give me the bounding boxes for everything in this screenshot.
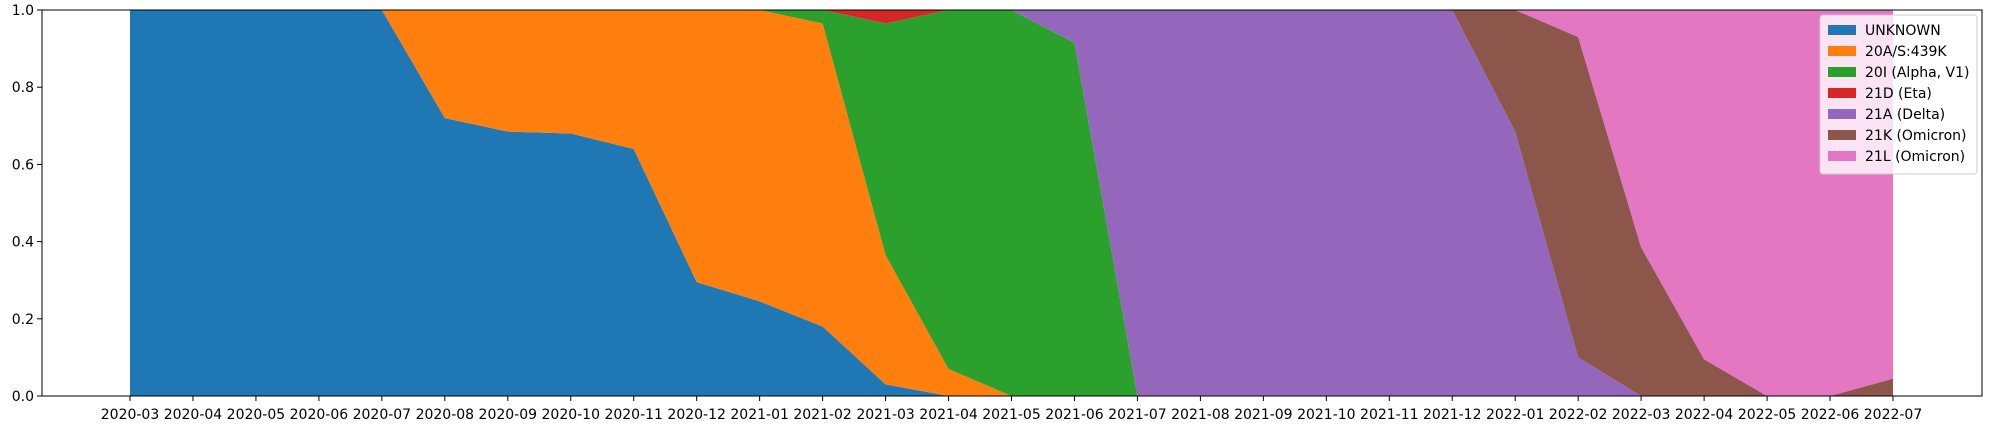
legend-label: 21K (Omicron) bbox=[1865, 128, 1967, 144]
x-tick-label: 2022-05 bbox=[1738, 407, 1797, 423]
y-tick-label: 0.4 bbox=[12, 235, 34, 251]
area-20a-s-439k bbox=[130, 10, 1893, 396]
y-tick-label: 0.0 bbox=[12, 389, 34, 405]
y-tick-label: 0.2 bbox=[12, 312, 34, 328]
x-tick-label: 2020-06 bbox=[290, 407, 349, 423]
y-axis: 0.0 0.2 0.4 0.6 0.8 1.0 bbox=[12, 3, 42, 405]
x-tick-label: 2021-10 bbox=[1297, 407, 1356, 423]
area-21k-omicron bbox=[130, 10, 1893, 396]
legend-label: 20I (Alpha, V1) bbox=[1865, 65, 1970, 81]
x-tick-label: 2021-02 bbox=[793, 407, 852, 423]
x-tick-label: 2022-01 bbox=[1486, 407, 1545, 423]
area-unknown bbox=[130, 10, 1893, 396]
x-tick-label: 2020-09 bbox=[479, 407, 538, 423]
x-tick-label: 2022-02 bbox=[1549, 407, 1608, 423]
x-tick-label: 2022-03 bbox=[1612, 407, 1671, 423]
x-tick-label: 2020-12 bbox=[667, 407, 726, 423]
x-tick-label: 2021-01 bbox=[730, 407, 789, 423]
x-tick-label: 2020-08 bbox=[416, 407, 475, 423]
legend-swatch bbox=[1828, 130, 1856, 140]
area-20i-alpha-v1 bbox=[130, 10, 1893, 396]
x-tick-label: 2021-06 bbox=[1045, 407, 1104, 423]
x-tick-label: 2021-11 bbox=[1360, 407, 1419, 423]
x-tick-label: 2020-07 bbox=[353, 407, 412, 423]
x-tick-label: 2020-04 bbox=[164, 407, 223, 423]
x-tick-label: 2021-03 bbox=[856, 407, 915, 423]
x-tick-label: 2021-09 bbox=[1234, 407, 1293, 423]
legend-swatch bbox=[1828, 88, 1856, 98]
x-tick-label: 2020-05 bbox=[227, 407, 286, 423]
legend-swatch bbox=[1828, 151, 1856, 161]
x-tick-label: 2021-07 bbox=[1108, 407, 1167, 423]
x-tick-label: 2022-07 bbox=[1864, 407, 1923, 423]
y-tick-label: 0.8 bbox=[12, 80, 34, 96]
legend: UNKNOWN 20A/S:439K 20I (Alpha, V1) 21D (Eta… bbox=[1819, 14, 1978, 175]
x-tick-label: 2021-05 bbox=[982, 407, 1041, 423]
legend-swatch bbox=[1828, 25, 1856, 35]
x-tick-label: 2021-08 bbox=[1171, 407, 1230, 423]
y-tick-label: 1.0 bbox=[12, 3, 34, 19]
x-tick-label: 2021-12 bbox=[1423, 407, 1482, 423]
y-tick-label: 0.6 bbox=[12, 157, 34, 173]
legend-label: 21A (Delta) bbox=[1865, 107, 1945, 123]
x-tick-label: 2020-03 bbox=[101, 407, 160, 423]
legend-label: 21D (Eta) bbox=[1865, 86, 1932, 102]
legend-box bbox=[1819, 14, 1978, 175]
x-tick-label: 2022-06 bbox=[1801, 407, 1860, 423]
x-tick-label: 2020-11 bbox=[604, 407, 663, 423]
area-series-group bbox=[130, 10, 1893, 396]
x-tick-label: 2021-04 bbox=[919, 407, 978, 423]
area-21l-omicron bbox=[130, 10, 1893, 396]
x-tick-label: 2022-04 bbox=[1675, 407, 1734, 423]
legend-swatch bbox=[1828, 109, 1856, 119]
area-21a-delta bbox=[130, 10, 1893, 396]
x-tick-label: 2020-10 bbox=[542, 407, 601, 423]
legend-swatch bbox=[1828, 46, 1856, 56]
legend-label: 21L (Omicron) bbox=[1865, 149, 1965, 165]
legend-swatch bbox=[1828, 67, 1856, 77]
legend-label: UNKNOWN bbox=[1865, 23, 1941, 39]
x-axis: 2020-03 2020-04 2020-05 2020-06 2020-07 2020-… bbox=[101, 396, 1923, 423]
legend-label: 20A/S:439K bbox=[1865, 44, 1947, 60]
